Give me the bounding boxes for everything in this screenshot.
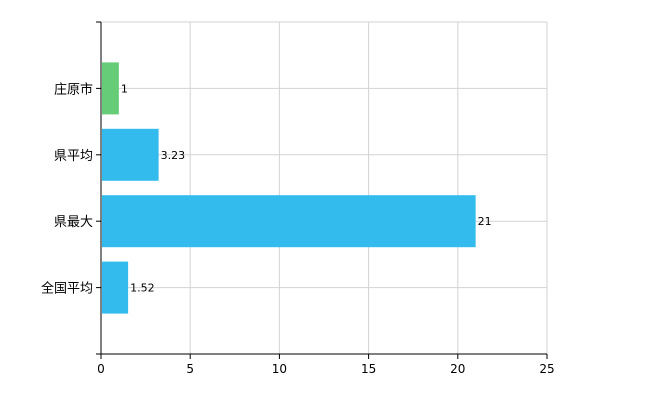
data-label: 1 xyxy=(121,82,128,95)
x-tick-label: 20 xyxy=(450,362,465,376)
x-tick-label: 25 xyxy=(539,362,554,376)
grid-lines xyxy=(101,21,548,354)
bar xyxy=(102,128,159,181)
bars xyxy=(102,62,476,314)
category-label: 県最大 xyxy=(54,215,93,230)
category-label: 全国平均 xyxy=(41,281,93,297)
category-label: 庄原市 xyxy=(54,81,93,97)
axes xyxy=(96,21,548,359)
bar xyxy=(102,195,476,248)
data-label: 21 xyxy=(478,215,492,228)
x-tick-label: 5 xyxy=(186,362,194,376)
x-tick-label: 10 xyxy=(272,362,287,376)
bar xyxy=(102,261,129,314)
x-tick-label: 15 xyxy=(361,362,376,376)
data-label: 3.23 xyxy=(161,149,186,162)
data-label: 1.52 xyxy=(130,282,155,295)
bar xyxy=(102,62,119,115)
x-tick-label: 0 xyxy=(97,362,105,376)
labels: 0 5 10 15 20 25 庄原市 1 県平均 3.23 県最大 21 全国平均 1.52 xyxy=(41,81,555,376)
category-label: 県平均 xyxy=(54,149,93,164)
